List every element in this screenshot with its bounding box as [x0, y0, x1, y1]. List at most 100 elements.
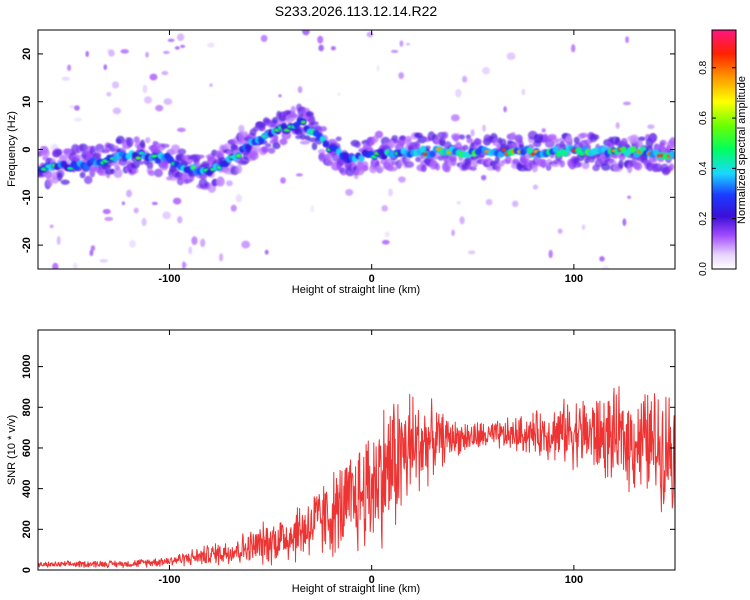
snr-x-label: Height of straight line (km)	[292, 583, 420, 595]
heatmap-halo-blob	[387, 166, 398, 172]
x-tick-label: 0	[369, 574, 375, 586]
heatmap-halo-blob	[577, 161, 583, 168]
colorbar-scale	[711, 29, 737, 270]
heatmap-ridge-blob	[630, 146, 637, 154]
heatmap-halo-blob	[332, 153, 340, 162]
heatmap-halo-blob	[288, 113, 299, 118]
heatmap-halo-blob	[630, 134, 640, 145]
heatmap-halo-blob	[505, 155, 512, 164]
heatmap-noise-blob	[90, 245, 96, 251]
heatmap-halo-blob	[510, 132, 517, 141]
heatmap-noise-blob	[295, 173, 303, 177]
heatmap-halo-blob	[340, 167, 348, 176]
heatmap-noise-blob	[521, 88, 526, 96]
snr-y-label: SNR (10 * v/v)	[6, 415, 18, 485]
heatmap-halo-blob	[459, 134, 466, 140]
heatmap-halo-blob	[279, 138, 288, 145]
heatmap-noise-blob	[112, 107, 122, 115]
heatmap-noise-blob	[149, 73, 158, 81]
heatmap-peak-blob	[67, 166, 74, 171]
heatmap-peak-blob	[235, 153, 242, 158]
heatmap-noise-blob	[622, 218, 627, 227]
heatmap-peak-blob	[150, 154, 159, 159]
heatmap-noise-blob	[399, 40, 404, 47]
heatmap-halo-blob	[154, 168, 163, 178]
y-tick-label: 1000	[21, 354, 33, 378]
heatmap-peak-blob	[501, 148, 507, 152]
colorbar: 0.0 0.2 0.4 0.6 0.8 Normalized spectral ampl…	[698, 29, 748, 276]
y-tick-label: 0	[21, 146, 33, 152]
heatmap-halo-blob	[573, 136, 580, 144]
heatmap-halo-blob	[636, 140, 643, 148]
heatmap-noise-blob	[133, 207, 139, 214]
heatmap-noise-blob	[102, 208, 111, 215]
heatmap-halo-blob	[420, 164, 427, 173]
heatmap-noise-blob	[61, 76, 70, 81]
heatmap-noise-blob	[581, 224, 586, 231]
heatmap-noise-blob	[167, 38, 175, 42]
snr-series-line	[38, 386, 675, 569]
heatmap-noise-blob	[381, 205, 388, 212]
heatmap-halo-blob	[462, 144, 469, 151]
heatmap-noise-blob	[85, 50, 89, 57]
heatmap-halo-blob	[177, 148, 187, 155]
heatmap-halo-blob	[311, 142, 318, 151]
heatmap-noise-blob	[450, 114, 460, 122]
heatmap-halo-blob	[579, 132, 588, 138]
heatmap-noise-blob	[151, 201, 158, 206]
heatmap-halo-blob	[450, 156, 457, 167]
heatmap-noise-blob	[67, 64, 72, 71]
colorbar-ticks: 0.0 0.2 0.4 0.6 0.8	[698, 60, 736, 276]
heatmap-noise-blob	[467, 250, 476, 255]
heatmap-halo-blob	[620, 137, 628, 148]
heatmap-halo-blob	[375, 165, 385, 173]
heatmap-halo-blob	[652, 163, 663, 172]
heatmap-noise-blob	[318, 44, 324, 52]
heatmap-halo-blob	[196, 154, 205, 159]
heatmap-peak-blob	[300, 120, 306, 124]
heatmap-ridge-blob	[419, 145, 427, 153]
heatmap-noise-blob	[485, 198, 493, 206]
heatmap-noise-blob	[56, 235, 61, 245]
heatmap-noise-blob	[278, 94, 282, 98]
heatmap-noise-blob	[99, 259, 108, 263]
y-tick-label: 200	[21, 520, 33, 538]
heatmap-halo-blob	[300, 133, 306, 140]
heatmap-halo-blob	[145, 137, 151, 144]
heatmap-noise-blob	[144, 96, 152, 104]
heatmap-noise-blob	[182, 261, 186, 269]
heatmap-noise-blob	[230, 204, 237, 212]
colorbar-tick-label: 0.0	[698, 262, 709, 276]
y-tick-label: 0	[21, 567, 33, 573]
heatmap-noise-blob	[111, 81, 120, 89]
heatmap-halo-blob	[499, 138, 507, 147]
heatmap-noise-blob	[200, 238, 206, 248]
heatmap-noise-blob	[384, 231, 391, 238]
heatmap-noise-blob	[302, 30, 310, 36]
heatmap-noise-blob	[104, 216, 114, 221]
heatmap-halo-blob	[51, 175, 59, 184]
heatmap-noise-blob	[191, 236, 198, 246]
y-tick-label: -20	[21, 237, 33, 253]
heatmap-noise-blob	[142, 84, 148, 94]
heatmap-noise-blob	[219, 253, 224, 262]
x-tick-label: 100	[565, 574, 583, 586]
heatmap-halo-blob	[559, 160, 565, 168]
heatmap-noise-blob	[456, 200, 462, 205]
heatmap-halo-blob	[113, 168, 123, 179]
x-tick-label: -100	[158, 574, 180, 586]
heatmap-noise-blob	[390, 49, 399, 54]
heatmap-noise-blob	[121, 201, 126, 206]
heatmap-noise-blob	[73, 117, 83, 122]
heatmap-noise-blob	[280, 177, 286, 184]
heatmap-halo-blob	[391, 135, 399, 142]
spectrogram-x-label: Height of straight line (km)	[292, 284, 420, 296]
y-tick-label: 20	[21, 48, 33, 60]
heatmap-noise-blob	[74, 105, 80, 111]
heatmap-halo-blob	[261, 146, 270, 153]
heatmap-noise-blob	[163, 50, 170, 54]
heatmap-noise-blob	[455, 88, 462, 98]
heatmap-noise-blob	[398, 72, 405, 79]
heatmap-noise-blob	[226, 180, 233, 187]
